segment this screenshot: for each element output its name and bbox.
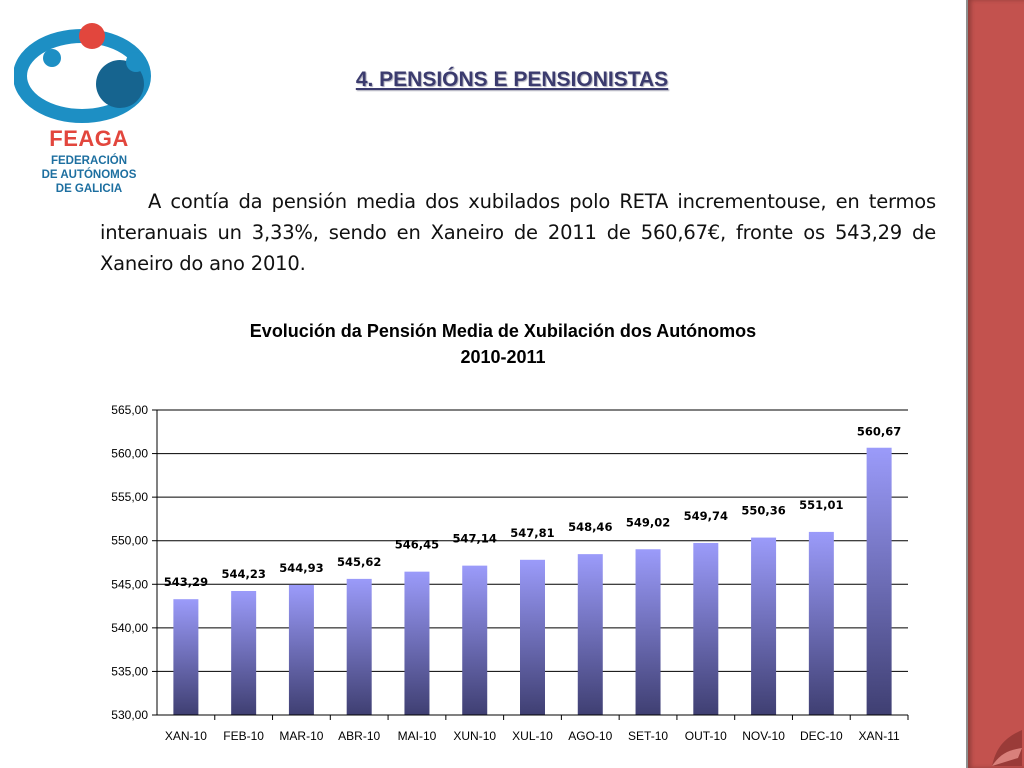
data-label: 547,81 bbox=[510, 526, 554, 540]
bar-chart: 530,00 535,00 540,00 545,00 550,00 555,00 560,… bbox=[111, 403, 909, 743]
data-label: 549,02 bbox=[626, 515, 670, 529]
data-label: 560,67 bbox=[857, 425, 901, 439]
feaga-emblem-icon bbox=[14, 23, 151, 123]
feaga-logo: FEAGA FEDERACIÓN DE AUTÓNOMOS DE GALICIA bbox=[14, 18, 160, 208]
x-tick-label: OUT-10 bbox=[685, 729, 727, 743]
x-tick-label: XAN-10 bbox=[165, 729, 207, 743]
x-tick-label: FEB-10 bbox=[223, 729, 264, 743]
bar bbox=[751, 537, 777, 715]
y-tick-label: 535,00 bbox=[111, 664, 148, 678]
x-tick-label: XAN-11 bbox=[859, 729, 900, 743]
data-label: 546,45 bbox=[395, 538, 439, 552]
x-tick-label: SET-10 bbox=[628, 729, 668, 743]
bar bbox=[404, 571, 430, 715]
y-tick-label: 530,00 bbox=[111, 708, 148, 722]
data-label: 544,93 bbox=[279, 561, 323, 575]
logo-subtitle-line-2: DE AUTÓNOMOS bbox=[41, 169, 137, 181]
bar bbox=[577, 554, 603, 715]
y-axis-ticks: 530,00 535,00 540,00 545,00 550,00 555,00 560,… bbox=[111, 403, 157, 722]
x-tick-label: MAI-10 bbox=[398, 729, 437, 743]
bar bbox=[173, 599, 199, 715]
chart-title: Evolución da Pensión Media de Xubilación… bbox=[160, 318, 846, 370]
logo-subtitle-line-1: FEDERACIÓN bbox=[50, 155, 128, 167]
decorative-side-bar bbox=[966, 0, 1024, 768]
data-label: 551,01 bbox=[799, 498, 843, 512]
y-tick-label: 540,00 bbox=[111, 621, 148, 635]
y-tick-label: 555,00 bbox=[111, 490, 148, 504]
bar bbox=[288, 584, 314, 715]
bar bbox=[693, 542, 719, 715]
bar bbox=[231, 590, 257, 715]
bar bbox=[346, 578, 372, 715]
logo-name: FEAGA bbox=[49, 126, 129, 151]
data-label: 545,62 bbox=[337, 555, 381, 569]
x-tick-label: NOV-10 bbox=[742, 729, 785, 743]
x-tick-label: XUL-10 bbox=[512, 729, 553, 743]
data-label: 547,14 bbox=[453, 532, 497, 546]
bars bbox=[173, 447, 892, 715]
bar bbox=[808, 531, 834, 715]
data-label: 548,46 bbox=[568, 520, 612, 534]
y-tick-label: 545,00 bbox=[111, 577, 148, 591]
chart-title-line-2: 2010-2011 bbox=[460, 347, 546, 367]
bar bbox=[866, 447, 892, 715]
logo-subtitle-line-3: DE GALICIA bbox=[55, 183, 123, 195]
slide-title: 4. PENSIÓNS E PENSIONISTAS bbox=[355, 68, 669, 91]
x-tick-label: XUN-10 bbox=[453, 729, 496, 743]
x-axis-labels: XAN-10 FEB-10 MAR-10 ABR-10 MAI-10 XUN-10 XUL-… bbox=[165, 715, 909, 743]
x-tick-label: DEC-10 bbox=[800, 729, 843, 743]
y-tick-label: 565,00 bbox=[111, 403, 148, 417]
intro-paragraph: A contía da pensión media dos xubilados … bbox=[100, 190, 936, 275]
page-curl-icon bbox=[992, 730, 1022, 766]
x-tick-label: MAR-10 bbox=[279, 729, 323, 743]
data-labels: 543,29 544,23 544,93 545,62 546,45 547,14 547,… bbox=[164, 425, 902, 589]
x-tick-label: AGO-10 bbox=[568, 729, 612, 743]
data-label: 550,36 bbox=[741, 504, 785, 518]
chart-title-line-1: Evolución da Pensión Media de Xubilación… bbox=[249, 321, 757, 341]
y-tick-label: 560,00 bbox=[111, 447, 148, 461]
x-tick-label: ABR-10 bbox=[338, 729, 380, 743]
data-label: 549,74 bbox=[684, 509, 728, 523]
data-label: 543,29 bbox=[164, 575, 208, 589]
bar bbox=[520, 559, 545, 715]
y-tick-label: 550,00 bbox=[111, 534, 148, 548]
bar bbox=[635, 549, 661, 715]
data-label: 544,23 bbox=[221, 567, 265, 581]
bar bbox=[462, 565, 488, 715]
